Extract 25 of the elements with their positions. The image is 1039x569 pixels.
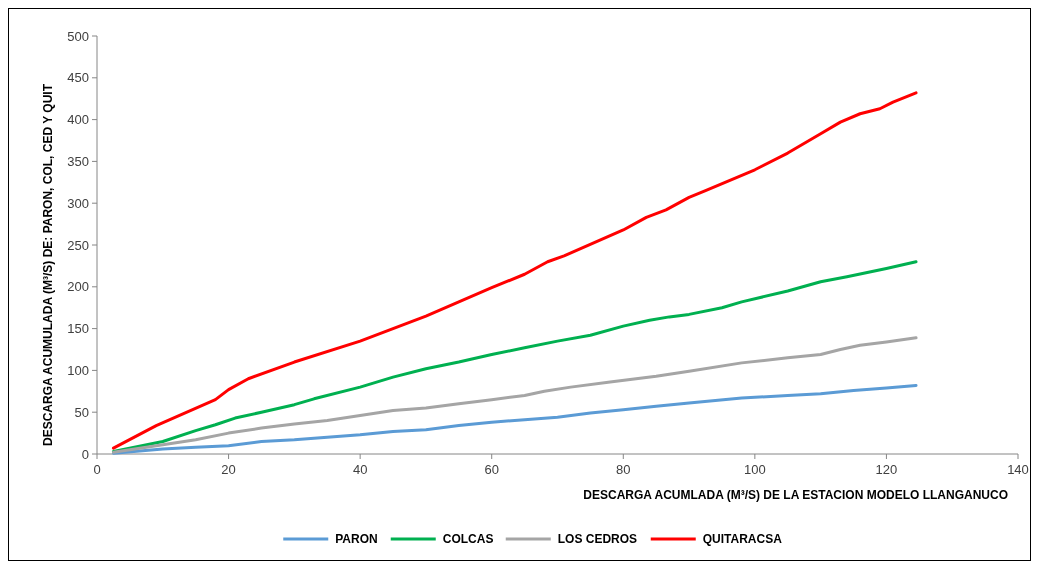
y-tick-label: 400 — [67, 112, 89, 128]
legend-label: QUITARACSA — [702, 532, 783, 547]
y-tick-label: 200 — [67, 279, 89, 295]
y-tick-label: 450 — [67, 70, 89, 86]
x-tick-label: 100 — [744, 462, 766, 477]
legend-label: LOS CEDROS — [557, 532, 638, 547]
y-tick-label: 0 — [81, 446, 89, 462]
x-tick-label: 140 — [1007, 462, 1029, 477]
legend-label: PARON — [335, 532, 378, 547]
y-axis-title: DESCARGA ACUMULADA (M³/S) DE: PARON, COL, CED Y QUIT — [41, 83, 55, 446]
x-axis-title: DESCARGA ACUMLADA (M³/S) DE LA ESTACION MODELO LLANGANUCO — [583, 488, 1008, 502]
x-tick-label: 20 — [221, 462, 236, 477]
y-tick-label: 300 — [67, 195, 89, 211]
x-tick-label: 80 — [616, 462, 631, 477]
y-tick-label: 350 — [67, 153, 89, 169]
y-tick-label: 250 — [67, 237, 89, 253]
y-tick-label: 500 — [67, 28, 89, 44]
y-tick-label: 50 — [74, 404, 89, 420]
y-tick-label: 100 — [67, 362, 89, 378]
x-tick-label: 120 — [875, 462, 898, 477]
y-tick-label: 150 — [67, 321, 89, 337]
x-tick-label: 0 — [93, 462, 101, 477]
legend-label: COLCAS — [442, 532, 494, 547]
x-tick-label: 40 — [352, 462, 368, 477]
x-tick-label: 60 — [484, 462, 499, 477]
